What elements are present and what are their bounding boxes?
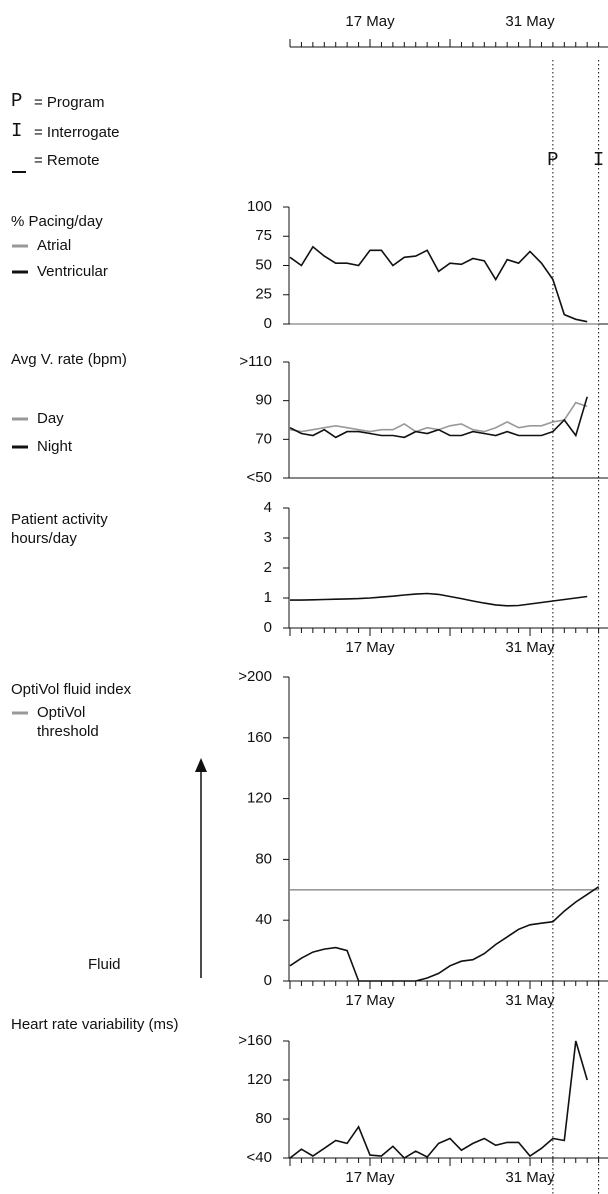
series-line (289, 1040, 588, 1160)
panel-title: Avg V. rate (bpm) (11, 351, 127, 368)
y-tick-label: <50 (247, 469, 272, 486)
legend-label: Atrial (37, 237, 72, 254)
y-tick-label: 80 (255, 850, 272, 867)
series-line (289, 886, 600, 982)
y-tick-label: 40 (255, 911, 272, 928)
y-tick-label: 1 (264, 589, 272, 606)
legend-label: Night (37, 438, 73, 455)
key-symbol: P (11, 90, 23, 112)
y-tick-label: >110 (239, 353, 272, 370)
y-tick-label: <40 (247, 1149, 272, 1166)
panel-title: Patient activity hours/day (11, 511, 108, 547)
y-tick-label: 80 (255, 1110, 272, 1127)
legend-label: OptiVol threshold (37, 704, 99, 740)
event-symbol: I (593, 149, 604, 171)
y-tick-label: 90 (255, 392, 272, 409)
key-text: = Remote (34, 152, 100, 169)
panel-title: OptiVol fluid index (11, 681, 132, 698)
x-tick-label: 17 May (345, 992, 395, 1009)
key-symbol: I (11, 120, 23, 142)
y-tick-label: 0 (264, 315, 272, 332)
y-tick-label: >160 (238, 1032, 272, 1049)
y-tick-label: 4 (264, 499, 272, 516)
panel-title: Heart rate variability (ms) (11, 1016, 179, 1033)
panel-title: % Pacing/day (11, 213, 103, 230)
series-line (289, 245, 588, 323)
key-text: = Interrogate (34, 124, 120, 141)
y-tick-label: 100 (247, 198, 272, 215)
y-tick-label: 70 (255, 430, 272, 447)
arrow-head (195, 758, 207, 772)
y-tick-label: 2 (264, 559, 272, 576)
x-tick-label: 17 May (345, 639, 395, 656)
y-tick-label: 75 (255, 227, 272, 244)
event-symbol: P (547, 149, 558, 171)
series-line (289, 401, 588, 433)
x-tick-label: 31 May (505, 1169, 555, 1186)
y-tick-label: >200 (238, 668, 272, 685)
legend-label: Day (37, 410, 64, 427)
key-text: = Program (34, 94, 105, 111)
x-tick-label: 31 May (505, 992, 555, 1009)
legend-label: Ventricular (37, 263, 108, 280)
y-tick-label: 3 (264, 529, 272, 546)
x-tick-label: 17 May (345, 1169, 395, 1186)
y-tick-label: 120 (247, 790, 272, 807)
y-tick-label: 50 (255, 256, 272, 273)
y-tick-label: 0 (264, 619, 272, 636)
y-tick-label: 25 (255, 286, 272, 303)
series-line (289, 396, 588, 439)
x-tick-label: 31 May (505, 639, 555, 656)
y-tick-label: 120 (247, 1071, 272, 1088)
x-tick-label: 31 May (505, 13, 555, 30)
y-tick-label: 160 (247, 729, 272, 746)
x-tick-label: 17 May (345, 13, 395, 30)
series-line (290, 592, 588, 607)
annotation: Fluid (88, 956, 121, 973)
y-tick-label: 0 (264, 972, 272, 989)
